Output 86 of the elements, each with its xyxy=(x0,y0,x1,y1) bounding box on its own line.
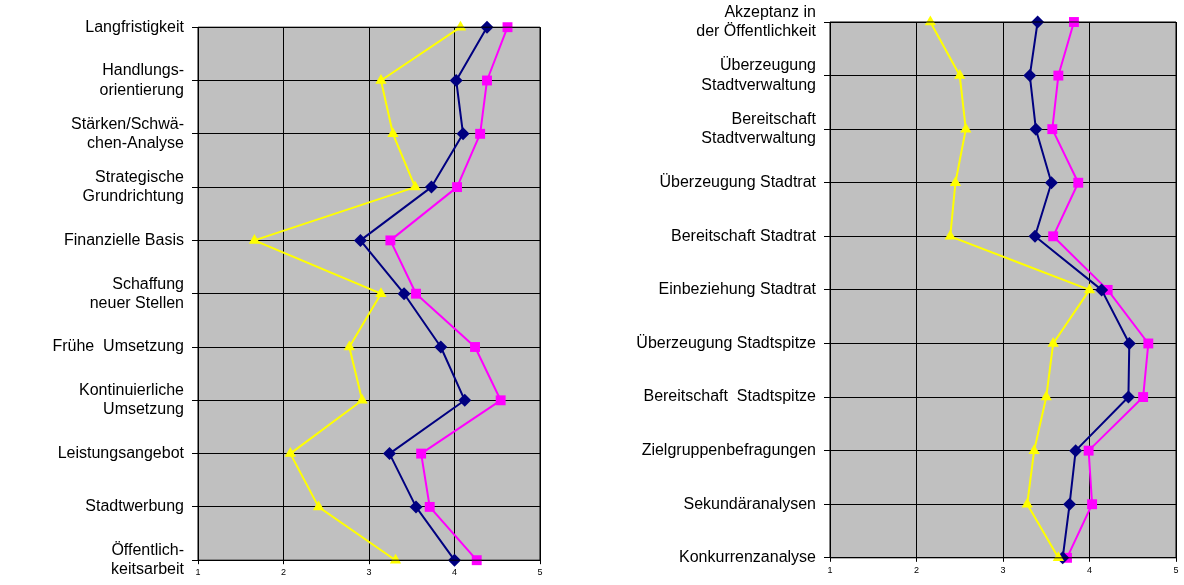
x-tick-label: 4 xyxy=(1086,564,1093,575)
point xyxy=(409,180,421,191)
point xyxy=(397,287,411,301)
point xyxy=(416,448,427,459)
point xyxy=(434,340,448,354)
y-tick-label: Bereitschaft Stadtspitze xyxy=(643,387,817,405)
y-tick-label: Kontinuierliche Umsetzung xyxy=(79,381,185,418)
point xyxy=(1029,122,1043,136)
point xyxy=(949,176,962,186)
x-tick-label: 2 xyxy=(280,567,287,578)
point xyxy=(471,555,482,566)
point xyxy=(1028,444,1040,454)
point xyxy=(452,182,463,193)
point xyxy=(495,395,506,406)
y-tick-label: Leistungsangebot xyxy=(57,444,185,462)
point xyxy=(1053,70,1064,81)
y-tick-label: Langfristigkeit xyxy=(85,17,185,35)
point xyxy=(1083,283,1096,294)
y-tick-label: Akzeptanz in der Öffentlichkeit xyxy=(696,2,817,40)
point xyxy=(1063,497,1077,511)
point xyxy=(248,233,261,244)
x-tick-label: 4 xyxy=(451,567,458,578)
point xyxy=(1073,177,1084,188)
y-tick-label: Schaffung neuer Stellen xyxy=(89,274,184,311)
y-tick-label: Sekundäranalysen xyxy=(683,494,816,512)
point xyxy=(944,229,956,240)
x-tick-label: 5 xyxy=(537,567,543,578)
point xyxy=(343,340,355,351)
point xyxy=(954,69,966,79)
point xyxy=(1028,229,1042,243)
y-tick-label: Einbeziehung Stadtrat xyxy=(658,280,817,298)
point xyxy=(1048,231,1059,242)
point xyxy=(387,127,399,138)
point xyxy=(375,74,387,84)
point xyxy=(475,128,486,139)
point xyxy=(1121,390,1135,404)
point xyxy=(1047,124,1058,135)
point xyxy=(385,235,396,246)
point xyxy=(312,500,325,511)
y-tick-label: Öffentlich- keitsarbeit xyxy=(111,541,185,578)
point xyxy=(383,447,397,461)
point xyxy=(1095,283,1109,297)
point xyxy=(1087,499,1098,510)
y-tick-label: Bereitschaft Stadtverwaltung xyxy=(701,109,817,147)
y-tick-label: Konkurrenzanalyse xyxy=(679,548,817,566)
point xyxy=(356,393,368,404)
point xyxy=(424,180,438,194)
point xyxy=(424,501,435,512)
point xyxy=(409,500,423,514)
point xyxy=(482,75,492,86)
y-tick-label: Stadtwerbung xyxy=(85,497,184,515)
y-tick-label: Überzeugung Stadtrat xyxy=(659,173,817,191)
point xyxy=(1023,69,1037,83)
point xyxy=(1069,444,1083,458)
x-tick-label: 2 xyxy=(913,564,920,575)
point xyxy=(1122,336,1136,350)
x-tick-label: 1 xyxy=(827,564,833,575)
point xyxy=(1047,336,1059,347)
y-tick-label: Stärken/Schwä- chen-Analyse xyxy=(71,114,185,151)
point xyxy=(411,288,421,299)
y-tick-label: Überzeugung Stadtspitze xyxy=(636,333,817,351)
y-tick-label: Handlungs- orientierung xyxy=(99,61,184,98)
point xyxy=(1083,445,1094,456)
point xyxy=(470,342,480,352)
y-tick-label: Strategische Grundrichtung xyxy=(82,167,185,205)
point xyxy=(1143,338,1154,349)
point xyxy=(375,287,387,297)
point xyxy=(1138,392,1149,403)
y-tick-label: Bereitschaft Stadtrat xyxy=(671,226,817,244)
y-tick-label: Frühe Umsetzung xyxy=(52,337,184,355)
y-tick-label: Überzeugung Stadtverwaltung xyxy=(701,56,816,93)
point xyxy=(458,393,472,407)
point xyxy=(1040,390,1052,401)
point xyxy=(1021,497,1033,508)
x-tick-label: 3 xyxy=(1000,564,1006,575)
y-tick-label: Finanzielle Basis xyxy=(63,230,184,248)
point xyxy=(449,74,463,87)
point xyxy=(353,233,367,247)
y-tick-label: Zielgruppenbefragungen xyxy=(641,441,816,459)
x-tick-label: 1 xyxy=(195,567,201,578)
x-tick-label: 5 xyxy=(1173,564,1179,575)
point xyxy=(1044,176,1058,190)
point xyxy=(456,127,470,141)
point xyxy=(284,447,296,457)
point xyxy=(960,122,972,133)
x-tick-label: 3 xyxy=(366,567,372,578)
